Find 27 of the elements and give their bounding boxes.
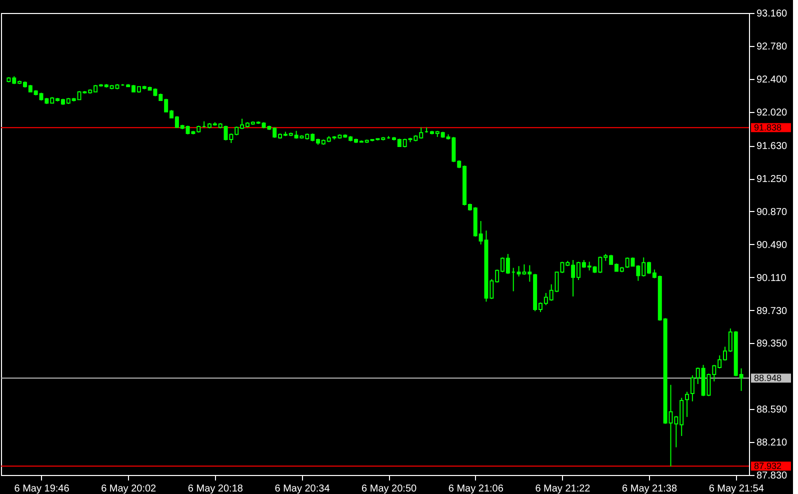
ref-line-label: 91.838 — [754, 122, 782, 133]
y-tick-label: 92.020 — [756, 107, 788, 118]
x-tick-label: 6 May 20:18 — [188, 484, 244, 494]
x-tick-label: 6 May 21:06 — [448, 484, 504, 494]
y-tick-label: 92.780 — [756, 41, 788, 52]
ref-line-label: 88.948 — [754, 373, 782, 384]
x-tick-label: 6 May 20:02 — [101, 484, 157, 494]
y-tick-label: 90.870 — [756, 206, 788, 218]
y-tick-label: 87.830 — [756, 470, 788, 482]
x-tick-label: 6 May 20:50 — [362, 484, 418, 494]
y-tick-label: 93.160 — [756, 8, 788, 20]
x-tick-label: 6 May 21:22 — [535, 484, 591, 494]
y-tick-label: 89.350 — [756, 338, 788, 350]
y-tick-label: 88.590 — [756, 404, 788, 416]
x-tick-label: 6 May 19:46 — [14, 484, 70, 494]
candlestick — [685, 391, 690, 418]
x-tick-label: 6 May 21:54 — [708, 484, 764, 494]
y-tick-label: 91.630 — [756, 141, 788, 152]
y-tick-label: 92.400 — [756, 74, 788, 86]
x-tick-label: 6 May 20:34 — [274, 484, 330, 494]
y-tick-label: 91.250 — [756, 174, 788, 186]
x-tick-label: 6 May 21:38 — [622, 484, 678, 494]
y-tick-label: 90.110 — [756, 272, 787, 284]
y-tick-label: 90.490 — [756, 240, 788, 251]
y-tick-label: 89.730 — [756, 306, 788, 317]
y-tick-label: 88.210 — [756, 438, 788, 449]
ref-line-label: 87.932 — [754, 461, 782, 472]
